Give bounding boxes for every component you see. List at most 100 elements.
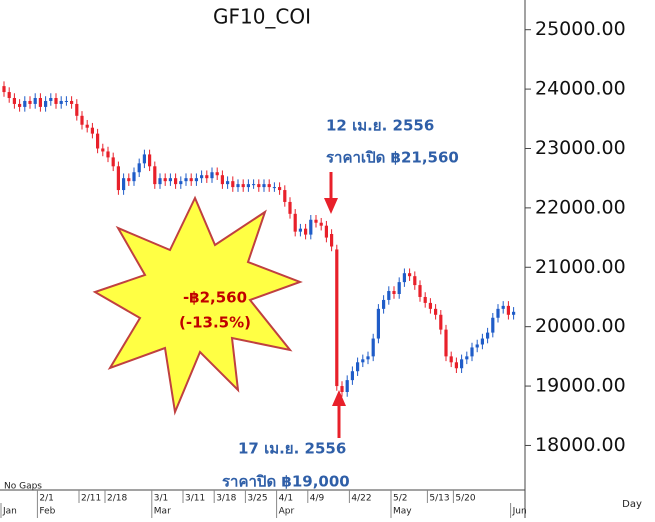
y-tick-label: 19000.00 (535, 375, 626, 397)
candle-body (12, 98, 16, 104)
candle-body (59, 100, 63, 104)
x-tick-label: 5/20 (455, 494, 475, 504)
candle-body (7, 92, 11, 98)
x-unit: Day (622, 499, 642, 510)
candle-body (257, 184, 261, 188)
candle-body (215, 172, 219, 176)
candle-body (80, 115, 84, 125)
candle-body (23, 100, 27, 107)
candle-body (33, 98, 37, 104)
candle-body (330, 234, 334, 247)
candle-body (340, 386, 344, 392)
candle-body (439, 314, 443, 330)
candle-body (132, 172, 136, 182)
candle-body (366, 356, 370, 360)
y-tick-label: 18000.00 (535, 434, 626, 456)
x-tick-label: 4/22 (351, 494, 371, 504)
month-label: Jun (512, 507, 527, 517)
candle-body (142, 154, 146, 164)
y-tick-label: 22000.00 (535, 196, 626, 218)
candle-body (236, 184, 240, 188)
candle-body (127, 178, 131, 182)
candle-body (278, 187, 282, 191)
candle-body (252, 184, 256, 186)
candle-body (376, 308, 380, 339)
candle-body (345, 380, 349, 392)
candle-body (18, 103, 22, 107)
gap-note: No Gaps (4, 482, 42, 492)
candle-body (226, 181, 230, 185)
x-tick-label: 5/13 (429, 494, 449, 504)
candle-body (184, 178, 188, 182)
candle-body (137, 163, 141, 173)
x-tick-label: 2/11 (81, 494, 101, 504)
candle-body (44, 100, 48, 107)
candle-body (480, 338, 484, 345)
candle-body (324, 225, 328, 238)
x-tick-label: 5/2 (393, 494, 407, 504)
candle-body (90, 127, 94, 134)
candle-body (168, 178, 172, 182)
candle-body (194, 178, 198, 182)
candle-body (387, 291, 391, 300)
month-label: Mar (154, 507, 171, 517)
candle-body (288, 201, 292, 214)
candle-body (454, 362, 458, 369)
x-tick-label: 2/1 (39, 494, 53, 504)
candle-body (70, 100, 74, 104)
x-tick-label: 3/1 (154, 494, 168, 504)
x-tick-label: 2/18 (107, 494, 127, 504)
candle-body (111, 157, 115, 167)
candle-body (298, 228, 302, 232)
candle-body (179, 181, 183, 185)
candle-body (314, 219, 318, 223)
candle-body (434, 308, 438, 315)
y-tick-label: 25000.00 (535, 18, 626, 40)
candle-body (272, 187, 276, 189)
x-tick-label: 4/1 (279, 494, 293, 504)
change-value: -฿2,560 (183, 289, 247, 307)
candle-body (246, 184, 250, 188)
close-price: ราคาปิด ฿19,000 (222, 473, 350, 491)
candle-body (2, 86, 6, 93)
candle-body (392, 291, 396, 294)
arrow-down-head (324, 198, 338, 214)
open-date: 12 เม.ย. 2556 (326, 117, 434, 135)
y-tick-label: 20000.00 (535, 315, 626, 337)
candle-body (465, 356, 469, 360)
candle-body (148, 154, 152, 167)
candle-body (361, 359, 365, 363)
candle-body (475, 344, 479, 348)
x-tick-label: 3/18 (216, 494, 236, 504)
candle-body (231, 181, 235, 188)
arrow-up-head (332, 390, 346, 406)
y-tick-label: 23000.00 (535, 137, 626, 159)
candle-body (174, 178, 178, 185)
candle-body (418, 285, 422, 297)
candle-body (319, 222, 323, 226)
chart-title: GF10_COI (213, 5, 311, 29)
candle-body (262, 184, 266, 188)
candle-body (397, 282, 401, 294)
x-tick-label: 3/25 (247, 494, 267, 504)
candle-body (460, 359, 464, 369)
candle-body (486, 332, 490, 339)
candle-body (64, 100, 68, 102)
month-label: Apr (279, 507, 295, 517)
month-label: Jan (2, 507, 17, 517)
candle-body (38, 98, 42, 107)
candle-body (267, 184, 271, 188)
month-label: Feb (39, 507, 55, 517)
candle-body (28, 100, 32, 104)
candle-body (200, 175, 204, 179)
candle-body (444, 329, 448, 357)
x-tick-label: 3/11 (185, 494, 205, 504)
candle-body (54, 98, 58, 104)
candle-body (75, 103, 79, 116)
candle-body (49, 98, 53, 101)
starburst (92, 195, 303, 416)
candle-body (350, 371, 354, 381)
